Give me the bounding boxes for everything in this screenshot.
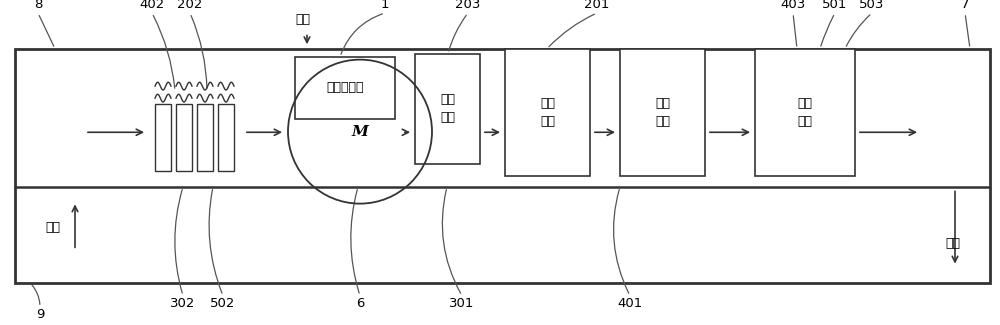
Text: 202: 202 — [177, 0, 203, 11]
Text: M: M — [352, 124, 368, 139]
Text: 402: 402 — [139, 0, 165, 11]
Bar — [295, 57, 395, 119]
Text: 9: 9 — [36, 308, 44, 321]
Bar — [218, 104, 234, 171]
Text: 蓄冷
装置: 蓄冷 装置 — [540, 97, 555, 128]
Text: 1: 1 — [381, 0, 389, 11]
Text: 7: 7 — [961, 0, 969, 11]
Bar — [620, 49, 705, 176]
Bar — [15, 49, 990, 283]
Text: 吸附
装置: 吸附 装置 — [655, 97, 670, 128]
Text: 502: 502 — [210, 297, 236, 310]
Text: 403: 403 — [780, 0, 806, 11]
Bar — [505, 49, 590, 176]
Text: 新风: 新风 — [295, 13, 310, 26]
Bar — [197, 104, 213, 171]
Text: 送风: 送风 — [945, 237, 960, 250]
Bar — [155, 104, 171, 171]
Text: 501: 501 — [822, 0, 848, 11]
Text: 6: 6 — [356, 297, 364, 310]
Text: 除湿
部件: 除湿 部件 — [440, 93, 455, 124]
Text: 回风: 回风 — [45, 221, 60, 234]
Text: 503: 503 — [859, 0, 885, 11]
Text: 302: 302 — [170, 297, 196, 310]
Bar — [176, 104, 192, 171]
Text: 控制器模块: 控制器模块 — [326, 81, 364, 94]
Text: 201: 201 — [584, 0, 610, 11]
Bar — [755, 49, 855, 176]
Text: 301: 301 — [449, 297, 475, 310]
Bar — [415, 54, 480, 164]
Text: 401: 401 — [617, 297, 643, 310]
Text: 203: 203 — [455, 0, 481, 11]
Text: 制氧
装置: 制氧 装置 — [798, 97, 812, 128]
Text: 8: 8 — [34, 0, 42, 11]
